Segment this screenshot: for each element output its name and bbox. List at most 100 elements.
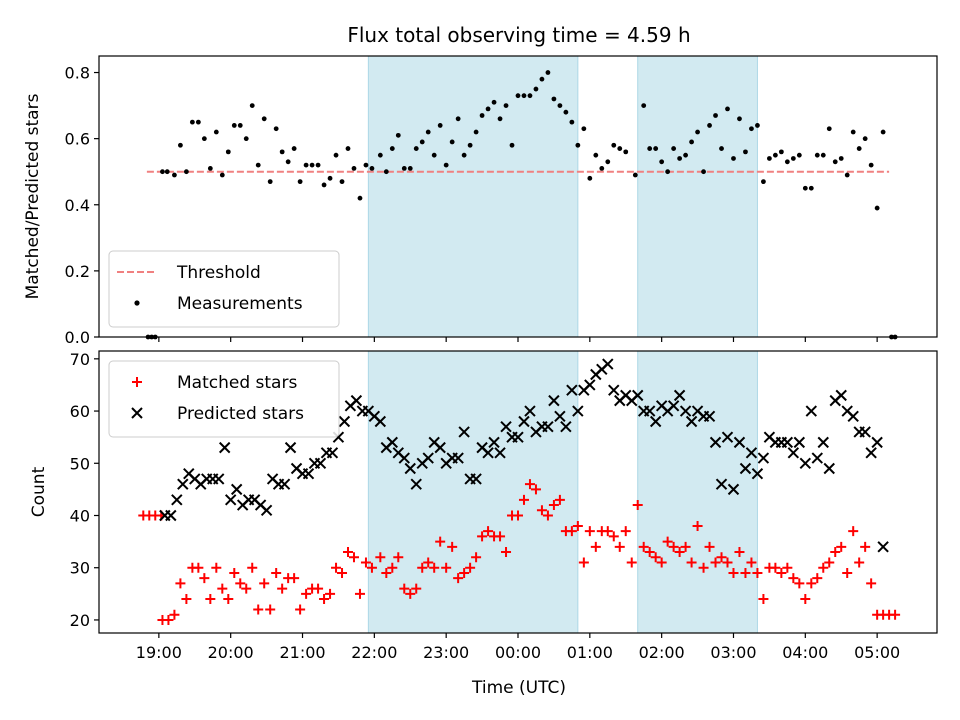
data-point [812,573,823,584]
data-point [172,172,177,178]
data-point [557,103,563,108]
data-point [599,166,605,171]
data-point [333,152,339,158]
data-point [302,468,315,480]
data-point [171,494,183,506]
data-point [434,441,446,454]
data-point [740,567,751,578]
data-point [205,594,216,605]
x-tick-label: 00:00 [495,643,541,662]
data-point [836,541,847,552]
data-point [470,473,482,485]
data-point [788,573,799,584]
data-point [343,547,354,558]
data-point [345,146,351,151]
data-point [877,541,889,553]
data-point [453,573,464,584]
data-point [217,583,228,594]
data-point [375,552,386,563]
data-point [527,93,533,99]
x-axis-label: Time (UTC) [471,678,566,698]
data-point [806,578,817,589]
data-point [874,205,880,211]
data-point [751,468,764,480]
data-point [178,142,183,148]
data-point [338,415,351,428]
data-point [808,185,814,191]
data-point [793,436,806,449]
data-point [715,478,728,490]
legend-box [108,360,340,438]
data-point [713,113,718,118]
data-point [782,562,793,573]
data-point [386,436,399,449]
data-point [500,421,512,433]
data-point [871,436,883,449]
data-point [709,436,722,449]
data-point [199,573,210,584]
data-point [277,583,288,594]
data-point [494,447,506,459]
data-point [389,146,395,151]
data-point [354,588,365,599]
data-point [826,126,832,132]
data-point [611,142,617,148]
count-panel: 20 30 40 50 60 70 19:00 20:00 21:00 22:00 23:00 00:… [29,350,938,662]
data-point [626,557,637,568]
data-point [799,457,812,469]
data-point [728,567,739,578]
data-point [686,557,697,568]
data-point [581,126,587,132]
x-tick-label: 19:00 [136,643,182,662]
data-point [491,99,497,105]
data-point [224,494,237,506]
data-point [398,452,410,464]
data-point [566,384,578,396]
data-point [447,541,458,552]
data-point [772,152,778,158]
legend-swatch [132,377,142,387]
data-point [431,152,437,158]
data-point [620,526,631,537]
data-point [668,541,679,552]
x-tick-label: 01:00 [567,643,613,662]
data-point [243,136,249,142]
data-point [425,129,431,135]
data-point [679,405,692,417]
y-axis-label: Count [29,466,49,517]
data-point [866,578,877,589]
legend-label: Measurements [177,294,303,314]
data-point [737,116,742,122]
data-point [560,421,572,433]
data-point [685,415,698,428]
data-point [632,500,643,511]
data-point [383,169,389,175]
data-point [495,531,506,542]
data-point [548,500,559,511]
data-point [401,166,407,171]
data-point [467,142,473,148]
data-point [725,106,730,112]
data-point [261,116,267,122]
data-point [584,379,596,391]
data-point [743,149,748,155]
shaded-interval-1 [367,350,579,634]
data-point [219,172,225,178]
data-point [602,526,613,537]
data-point [830,547,841,558]
data-point [832,159,838,165]
y-tick-label: 0.0 [65,328,90,347]
data-point [536,505,547,516]
data-point [452,452,464,464]
data-point [860,541,871,552]
data-point [479,113,485,118]
data-point [704,541,715,552]
data-point [761,179,766,185]
data-point [643,405,656,417]
data-point [201,136,207,142]
data-point [776,567,787,578]
data-point [814,152,820,158]
data-point [542,510,553,521]
data-point [377,152,383,158]
data-point [211,562,222,573]
